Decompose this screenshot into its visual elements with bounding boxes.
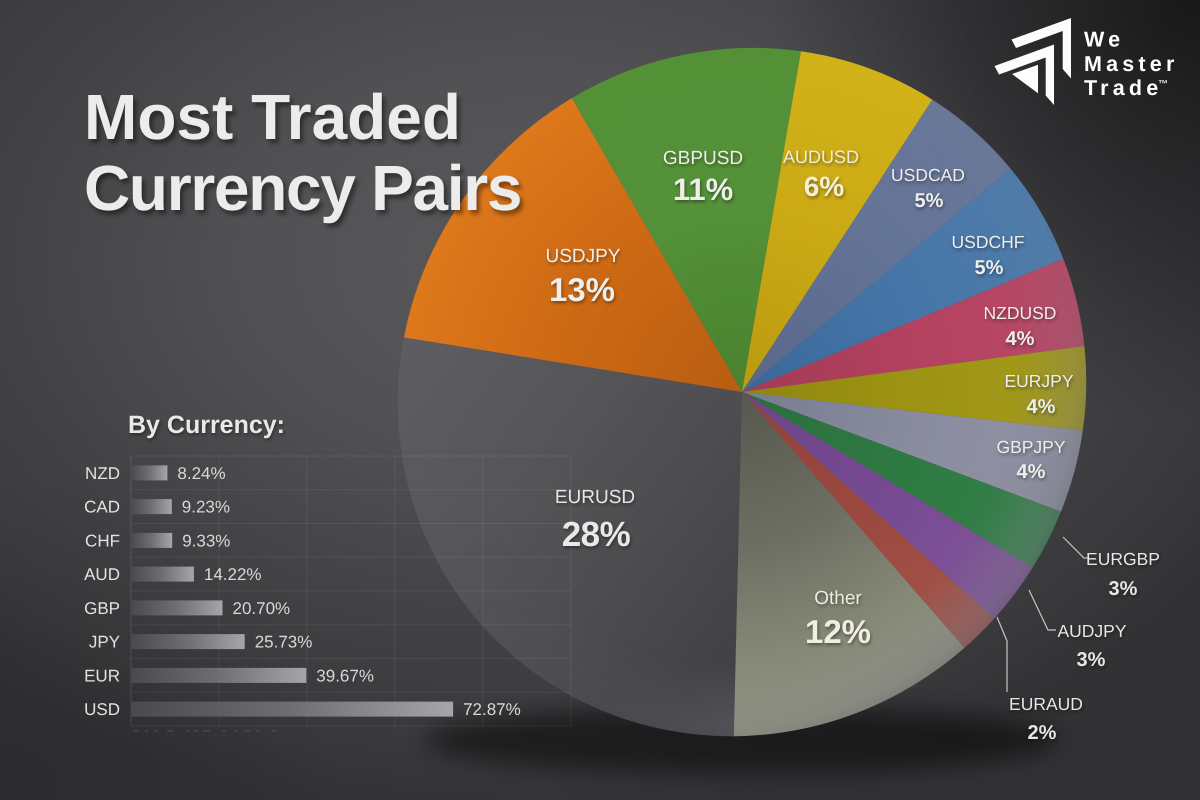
svg-text:Master: Master	[1084, 52, 1179, 76]
svg-text:™: ™	[1158, 79, 1168, 90]
svg-text:39.67%: 39.67%	[316, 666, 374, 685]
svg-text:EURUSD: EURUSD	[555, 487, 635, 508]
svg-text:28%: 28%	[562, 515, 631, 554]
svg-text:GBPJPY: GBPJPY	[996, 437, 1065, 457]
svg-text:3%: 3%	[1077, 649, 1106, 671]
svg-text:USD: USD	[84, 700, 120, 719]
svg-text:20.70%: 20.70%	[233, 599, 291, 618]
svg-text:9.23%: 9.23%	[182, 498, 230, 517]
svg-text:AUDUSD: AUDUSD	[783, 147, 859, 167]
svg-text:USDCHF: USDCHF	[952, 232, 1025, 252]
svg-text:4%: 4%	[1027, 396, 1056, 418]
svg-text:Other: Other	[814, 588, 862, 609]
svg-text:EURGBP: EURGBP	[1086, 549, 1160, 569]
svg-text:USDJPY: USDJPY	[546, 246, 621, 267]
svg-text:13%: 13%	[549, 271, 615, 308]
svg-text:9.33%: 9.33%	[182, 531, 230, 550]
svg-text:By Currency:: By Currency:	[128, 411, 285, 439]
svg-text:11%: 11%	[673, 172, 733, 207]
svg-text:14.22%: 14.22%	[204, 565, 262, 584]
svg-text:5%: 5%	[915, 190, 944, 212]
svg-text:25.73%: 25.73%	[255, 633, 313, 652]
svg-text:4%: 4%	[1006, 328, 1035, 350]
svg-text:Trade: Trade	[1084, 76, 1162, 100]
svg-text:5%: 5%	[975, 257, 1004, 279]
svg-text:GBPUSD: GBPUSD	[663, 148, 743, 169]
svg-text:Currency Pairs: Currency Pairs	[84, 152, 521, 224]
svg-text:We: We	[1084, 28, 1124, 52]
svg-text:AUDJPY: AUDJPY	[1057, 621, 1126, 641]
svg-text:3%: 3%	[1109, 578, 1138, 600]
svg-text:CAD: CAD	[84, 498, 120, 517]
svg-text:USDCAD: USDCAD	[891, 165, 965, 185]
svg-text:CHF: CHF	[85, 531, 120, 550]
svg-text:EURAUD: EURAUD	[1009, 694, 1083, 714]
svg-text:6%: 6%	[804, 171, 845, 202]
svg-text:GBP: GBP	[84, 599, 120, 618]
svg-text:NZDUSD: NZDUSD	[984, 303, 1057, 323]
svg-text:AUD: AUD	[84, 565, 120, 584]
svg-text:72.87%: 72.87%	[463, 700, 521, 719]
svg-text:8.24%: 8.24%	[177, 464, 225, 483]
svg-text:4%: 4%	[1017, 461, 1046, 483]
svg-text:Most Traded: Most Traded	[84, 81, 461, 153]
svg-text:EURJPY: EURJPY	[1004, 371, 1073, 391]
svg-text:NZD: NZD	[85, 464, 120, 483]
svg-text:2%: 2%	[1028, 722, 1057, 744]
svg-text:JPY: JPY	[89, 633, 120, 652]
svg-text:EUR: EUR	[84, 666, 120, 685]
svg-text:12%: 12%	[805, 613, 871, 650]
